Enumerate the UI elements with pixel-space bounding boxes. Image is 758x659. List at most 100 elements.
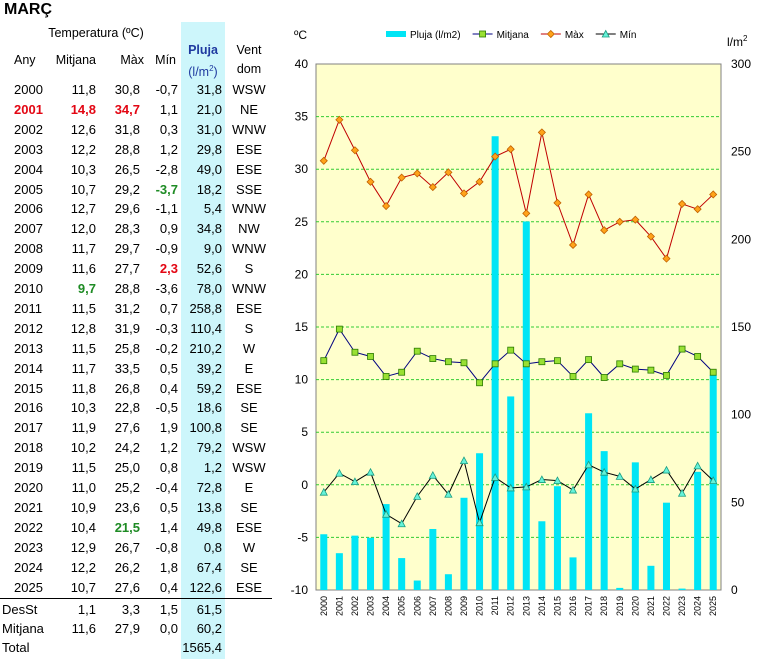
series-point <box>568 240 578 250</box>
cell-any: 2017 <box>14 420 43 436</box>
cell-min: 0,4 <box>159 380 178 396</box>
cell-pluja: 34,8 <box>196 221 222 237</box>
series-point <box>522 482 531 491</box>
cell-min: 1,9 <box>159 420 178 436</box>
legend-swatch <box>386 31 406 37</box>
cell-max: 26,2 <box>114 559 140 575</box>
cell-mitjana: 9,7 <box>77 281 96 296</box>
series-point <box>662 465 671 474</box>
summary-cell-label: Total <box>2 640 30 655</box>
summary-cell-mitjana: 1,1 <box>77 602 96 617</box>
cell-pluja: 13,8 <box>196 499 222 515</box>
series-point <box>646 475 656 483</box>
cell-max: 25,8 <box>114 340 140 356</box>
cell-vent: WSW <box>232 82 266 97</box>
series-point <box>538 358 546 366</box>
summary-cell-max: 3,3 <box>121 602 140 617</box>
summary-cell-pluja: 1565,4 <box>182 640 222 655</box>
series-point <box>677 199 687 208</box>
cell-mitjana: 11,9 <box>71 420 96 436</box>
cell-min: 1,2 <box>159 141 178 157</box>
cell-max: 28,3 <box>114 221 140 237</box>
x-tick-label: 2000 <box>319 596 329 616</box>
cell-min: 1,1 <box>159 101 178 117</box>
x-tick-label: 2009 <box>459 596 469 616</box>
series-point <box>663 371 670 379</box>
x-tick-label: 2008 <box>443 596 453 616</box>
series-point <box>475 518 484 527</box>
summary-cell-label: DesSt <box>2 602 38 617</box>
pluja-unit-text: (l/m2) <box>188 64 218 80</box>
page-title: MARÇ <box>4 1 52 18</box>
climate-chart: -10-50510152025303540050100150200250300º… <box>291 28 752 616</box>
cell-pluja: 39,2 <box>196 360 222 376</box>
cell-max: 26,5 <box>114 161 140 177</box>
x-tick-label: 2018 <box>599 596 609 616</box>
x-tick-label: 2020 <box>630 596 640 616</box>
series-point <box>413 347 421 355</box>
x-tick-label: 2011 <box>490 596 500 615</box>
y-right-tick-label: 100 <box>731 408 751 422</box>
temperature-group-header: Temperatura (ºC) <box>48 26 144 40</box>
cell-min: 0,5 <box>159 499 178 515</box>
series-point <box>615 472 624 480</box>
series-point <box>585 356 592 364</box>
series-point <box>693 205 702 214</box>
series-point <box>616 360 624 368</box>
cell-pluja: 110,4 <box>190 320 222 336</box>
cell-min: 0,4 <box>159 579 178 595</box>
cell-pluja: 210,2 <box>189 340 222 356</box>
cell-vent: S <box>244 261 254 277</box>
rain-bar <box>678 588 686 590</box>
y-left-tick-label: -5 <box>297 530 308 544</box>
cell-any: 2013 <box>14 340 43 356</box>
rain-bar <box>320 534 328 590</box>
cell-mitjana: 11,8 <box>71 380 96 396</box>
cell-max: 27,6 <box>114 579 140 595</box>
rain-bar <box>382 504 390 590</box>
cell-max: 34,7 <box>114 101 140 117</box>
x-tick-label: 2012 <box>506 596 516 616</box>
series-point <box>491 360 499 368</box>
series-point <box>444 489 453 498</box>
x-tick-label: 2010 <box>475 596 485 616</box>
series-point <box>709 190 718 199</box>
cell-any: 2021 <box>14 499 43 515</box>
series-point <box>491 152 500 161</box>
cell-any: 2014 <box>14 360 43 376</box>
cell-mitjana: 12,7 <box>70 201 96 217</box>
cell-pluja: 52,6 <box>196 261 222 277</box>
cell-mitjana: 10,7 <box>70 579 96 595</box>
cell-any: 2011 <box>14 300 42 316</box>
cell-max: 31,8 <box>114 121 140 137</box>
rain-bar <box>367 537 375 590</box>
cell-mitjana: 12,9 <box>70 539 96 555</box>
cell-any: 2022 <box>14 519 43 535</box>
cell-vent: ESE <box>235 519 262 535</box>
cell-any: 2008 <box>14 241 43 257</box>
cell-max: 23,6 <box>114 499 140 515</box>
series-point <box>600 467 609 476</box>
summary-cell-min: 1,5 <box>159 602 178 617</box>
series-point <box>631 484 640 493</box>
cell-max: 27,7 <box>114 261 140 277</box>
series-point <box>459 456 469 465</box>
x-tick-label: 2024 <box>693 596 703 616</box>
cell-any: 2025 <box>14 579 43 595</box>
cell-vent: ESE <box>235 579 262 595</box>
series-point <box>397 173 406 182</box>
cell-any: 2020 <box>14 480 43 495</box>
x-tick-label: 2019 <box>615 596 625 616</box>
series-point <box>600 226 609 235</box>
cell-mitjana: 11,5 <box>71 460 96 476</box>
rain-bar <box>507 396 515 590</box>
x-tick-label: 2002 <box>350 596 360 616</box>
y-left-tick-label: 10 <box>295 373 309 387</box>
cell-min: 0,8 <box>159 460 178 476</box>
series-point <box>366 177 375 186</box>
rain-bar <box>413 580 421 590</box>
x-tick-label: 2007 <box>428 596 438 616</box>
y-right-tick-label: 150 <box>731 320 751 334</box>
cell-min: -0,7 <box>155 82 178 97</box>
cell-pluja: 5,4 <box>203 201 222 217</box>
